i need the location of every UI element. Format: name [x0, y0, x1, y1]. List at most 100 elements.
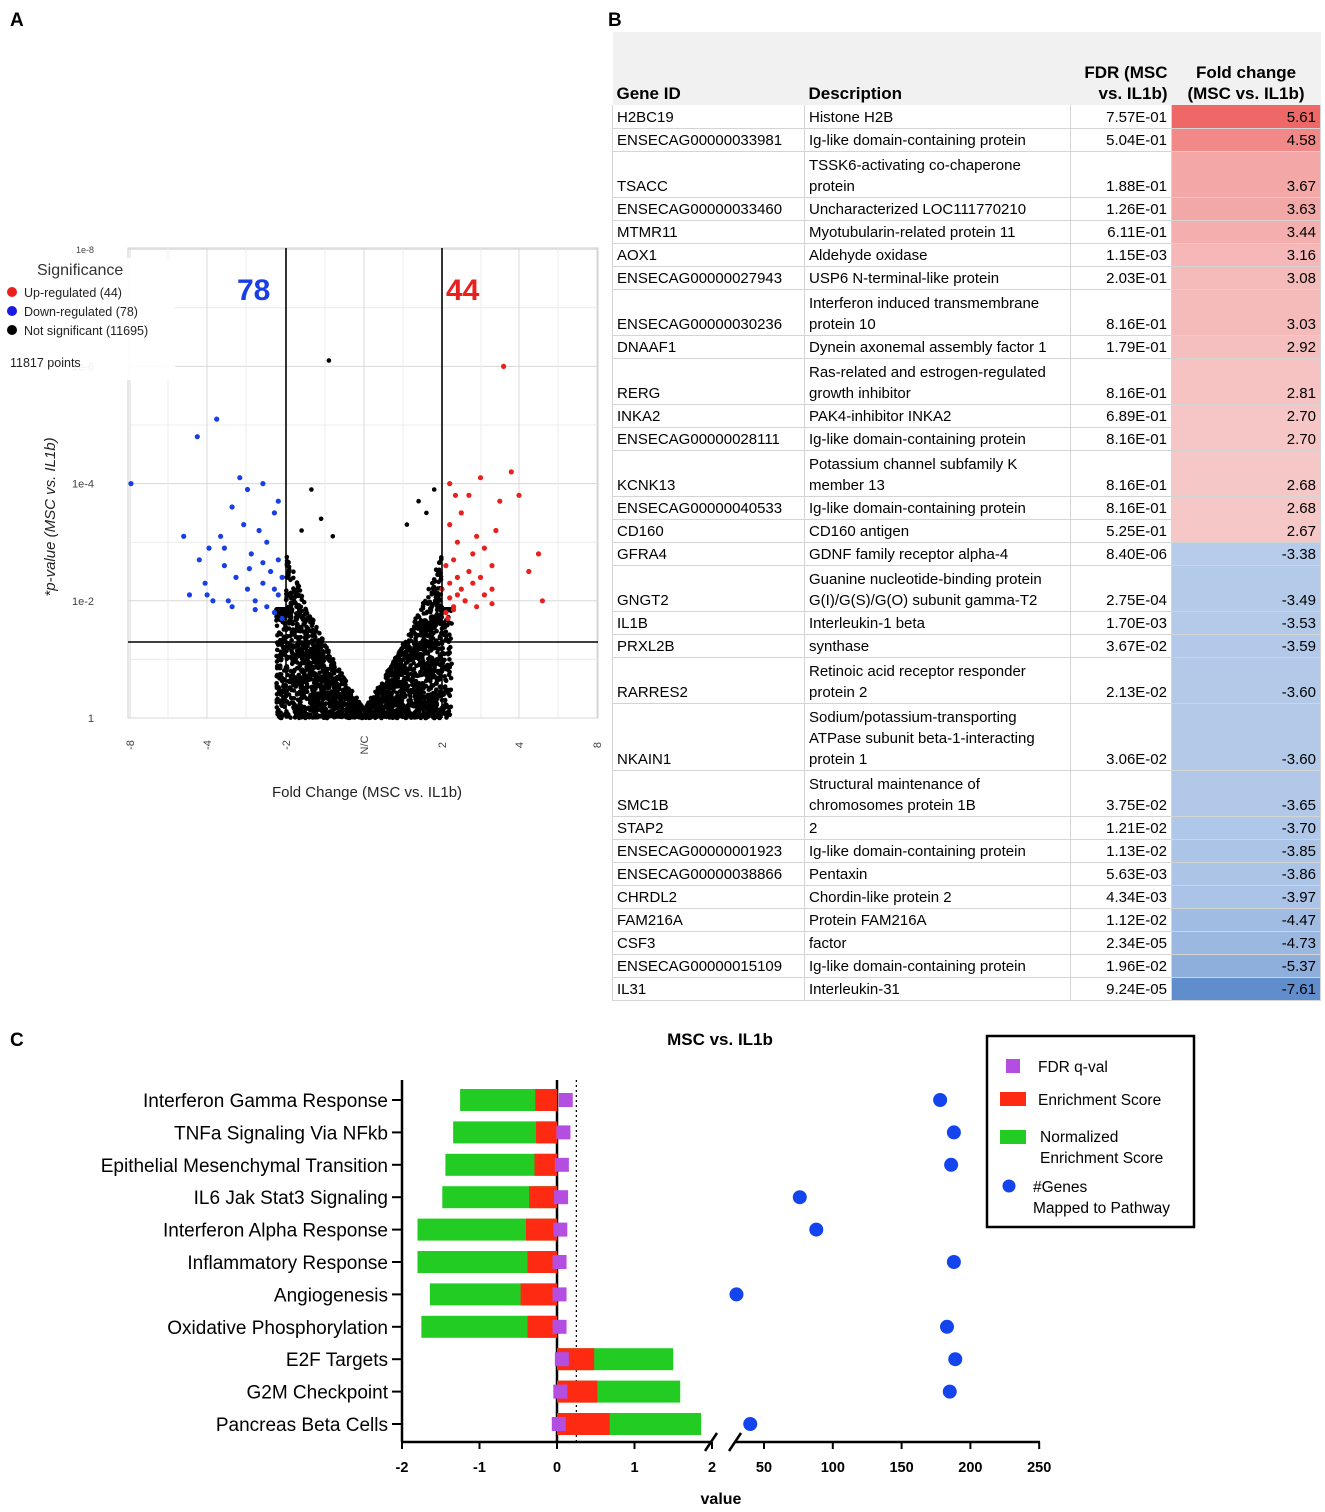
ns-point: [342, 690, 348, 696]
nes-bar: [442, 1186, 557, 1209]
table-row: RERG Ras-related and estrogen-regulated g…: [612, 358, 1321, 405]
cell-fold-change: -3.70: [1171, 816, 1321, 840]
ns-point: [437, 597, 442, 602]
ns-point: [344, 685, 349, 690]
cell-fdr: 1.70E-03: [1070, 611, 1172, 635]
ns-point: [320, 648, 326, 654]
cell-fold-change: -3.97: [1171, 885, 1321, 909]
up-point: [539, 598, 546, 604]
ns-point: [418, 629, 424, 634]
down-point: [275, 498, 281, 504]
ns-point: [313, 672, 319, 678]
cell-fdr: 5.63E-03: [1070, 862, 1172, 886]
up-point: [477, 574, 484, 581]
ns-point: [316, 658, 322, 664]
ns-point: [410, 703, 416, 709]
volcano-grid: [127, 247, 599, 719]
ns-point: [319, 691, 325, 697]
ns-point: [436, 708, 441, 713]
ns-point: [304, 683, 310, 689]
ns-point: [409, 690, 414, 695]
ns-point: [319, 678, 325, 683]
ns-point: [416, 684, 421, 689]
volcano-x-tick: 2: [437, 742, 449, 748]
es-bar: [529, 1186, 557, 1209]
ns-point: [336, 705, 341, 710]
down-point: [206, 545, 212, 551]
ns-point: [403, 670, 408, 676]
fdr-marker: [554, 1157, 569, 1172]
axis-break-mark: [727, 1432, 743, 1452]
ns-point: [274, 705, 280, 710]
up-point: [474, 604, 480, 610]
cell-description: Interleukin-31: [804, 977, 1071, 1001]
table-row: MTMR11 Myotubularin-related protein 11 6.1…: [612, 220, 1321, 244]
up-point: [489, 601, 495, 607]
ns-point: [317, 670, 322, 676]
ns-point: [423, 683, 429, 689]
up-point: [443, 563, 449, 569]
ns-point: [419, 607, 424, 612]
ns-point: [445, 622, 450, 628]
ns-point: [417, 705, 422, 710]
table-header-row: Gene ID Description FDR (MSC vs. IL1b) F…: [612, 32, 1321, 105]
ns-point: [303, 645, 309, 650]
up-point: [474, 533, 480, 539]
ns-point: [349, 688, 355, 694]
table-row: INKA2 PAK4-inhibitor INKA2 6.89E-01 2.70: [612, 404, 1321, 428]
legend-down-label: Down-regulated (78): [24, 305, 138, 319]
ns-point: [370, 702, 376, 707]
cell-gene-id: H2BC19: [612, 105, 805, 129]
ns-point: [374, 704, 380, 709]
ns-point: [341, 677, 347, 682]
ns-point: [317, 651, 323, 657]
not-significant-points: [274, 358, 454, 721]
es-bar: [520, 1283, 557, 1306]
pathway-label: E2F Targets: [286, 1350, 388, 1371]
cell-fdr: 8.16E-01: [1070, 427, 1172, 451]
cell-fold-change: -3.49: [1171, 565, 1321, 612]
down-point: [128, 481, 134, 487]
ns-point: [289, 621, 295, 626]
gsea-x-tick-label: 2: [708, 1460, 716, 1476]
genes-dot: [948, 1352, 963, 1367]
ns-point: [413, 711, 418, 717]
cell-gene-id: ENSECAG00000027943: [612, 266, 805, 290]
ns-point: [373, 689, 378, 695]
cell-description: Structural maintenance of chromosomes pr…: [804, 770, 1071, 817]
cell-fdr: 1.21E-02: [1070, 816, 1172, 840]
genes-dot: [942, 1384, 957, 1399]
cell-fold-change: 2.67: [1171, 519, 1321, 543]
ns-point: [418, 643, 424, 649]
ns-point: [379, 703, 384, 708]
ns-point: [416, 710, 422, 715]
up-point: [489, 563, 495, 569]
ns-point: [427, 654, 433, 660]
ns-point: [287, 685, 293, 690]
ns-point: [300, 684, 305, 690]
ns-point: [307, 671, 313, 676]
ns-point: [447, 657, 452, 662]
gsea-x-tick-label: 150: [889, 1460, 913, 1476]
ns-point: [391, 677, 396, 683]
cell-fdr: 1.79E-01: [1070, 335, 1172, 359]
ns-point: [300, 614, 306, 619]
down-count: 78: [237, 274, 270, 307]
cell-description: synthase: [804, 634, 1071, 658]
up-point: [497, 498, 503, 504]
cell-description: Pentaxin: [804, 862, 1071, 886]
pathway-label: Pancreas Beta Cells: [216, 1415, 388, 1436]
down-point: [181, 533, 187, 539]
cell-fdr: 1.26E-01: [1070, 197, 1172, 221]
legend-down-marker: [7, 306, 17, 316]
ns-point: [427, 599, 433, 605]
table-row: ENSECAG00000001923 Ig-like domain-contain…: [612, 839, 1321, 863]
cell-gene-id: GNGT2: [612, 565, 805, 612]
genes-dot: [743, 1417, 758, 1431]
cell-gene-id: ENSECAG00000038866: [612, 862, 805, 886]
volcano-x-label: Fold Change (MSC vs. IL1b): [272, 784, 462, 801]
ns-point: [396, 684, 402, 689]
ns-point: [410, 628, 415, 634]
ns-point: [299, 528, 304, 533]
